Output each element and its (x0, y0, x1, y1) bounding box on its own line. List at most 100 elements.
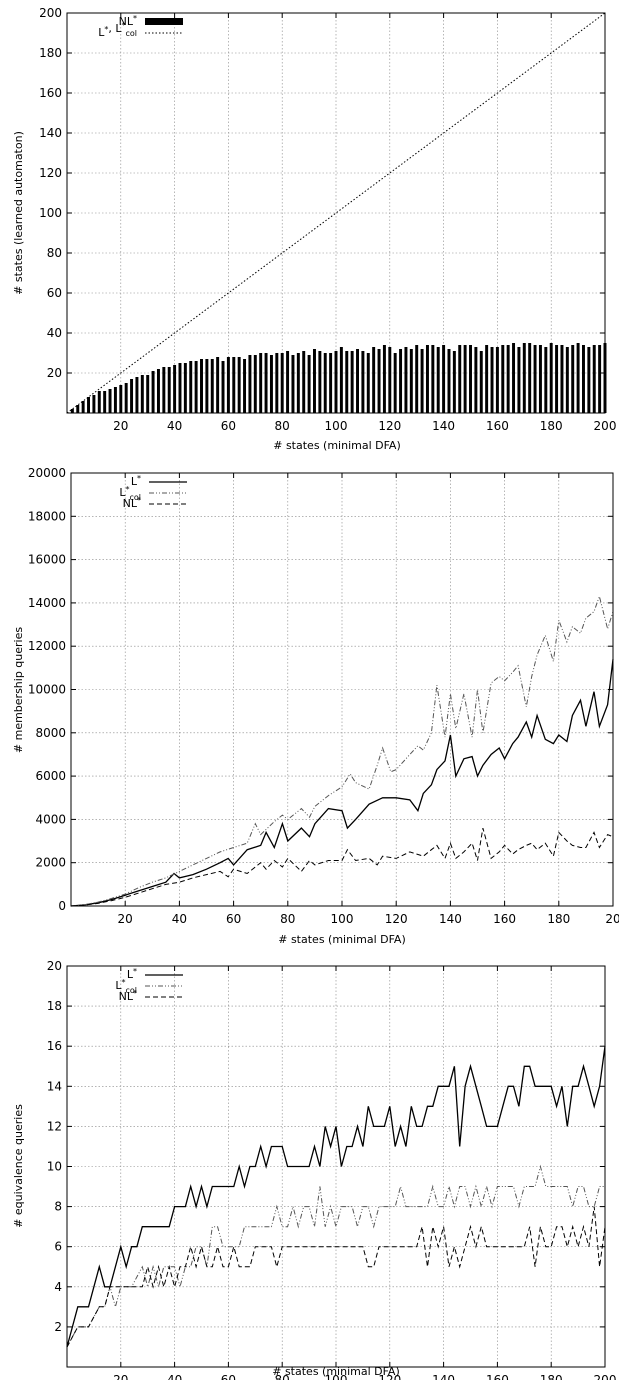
legend-label: L* (131, 474, 141, 488)
series-line-lstar (70, 659, 614, 907)
x-axis-label: # states (minimal DFA) (272, 1365, 400, 1378)
bar (151, 371, 155, 413)
y-tick-label: 40 (47, 326, 62, 340)
y-tick-label: 18000 (28, 509, 66, 523)
x-tick-label: 180 (540, 419, 563, 433)
y-axis-label: # equivalence queries (12, 1104, 25, 1228)
bar (560, 345, 564, 413)
x-axis-label: # states (minimal DFA) (273, 439, 401, 452)
bar (495, 347, 499, 413)
y-tick-label: 20000 (28, 466, 66, 480)
x-tick-label: 100 (325, 419, 348, 433)
x-tick-label: 40 (167, 1373, 182, 1380)
bar (70, 409, 74, 413)
bar (587, 347, 591, 413)
y-axis-label: # states (learned automaton) (12, 131, 25, 295)
bar (221, 361, 225, 413)
y-tick-label: 20 (47, 366, 62, 380)
bar (538, 345, 542, 413)
y-tick-label: 100 (39, 206, 62, 220)
bar (183, 363, 187, 413)
bar (490, 347, 494, 413)
bar (452, 351, 456, 413)
bar (307, 355, 311, 413)
bar (264, 353, 268, 413)
x-axis: 20 40 60 80 100 120 140 160 180 200 (113, 13, 616, 433)
bar (130, 379, 134, 413)
bar (474, 347, 478, 413)
legend-label: L*, L*col (98, 21, 137, 39)
x-tick-label: 160 (486, 1373, 509, 1380)
y-tick-label: 10000 (28, 683, 66, 697)
bar (135, 377, 139, 413)
y-tick-label: 160 (39, 86, 62, 100)
bar (469, 345, 472, 413)
y-tick-label: 8 (54, 1200, 62, 1214)
x-tick-label: 180 (547, 912, 570, 926)
bar (571, 345, 575, 413)
x-tick-label: 20 (113, 419, 128, 433)
bar (512, 343, 516, 413)
y-tick-label: 4000 (35, 812, 66, 826)
bar (226, 357, 230, 413)
bar-series (70, 343, 607, 413)
bar (323, 353, 327, 413)
x-tick-label: 200 (594, 419, 617, 433)
chart-panel-3: 20 40 60 80 100 120 140 160 180 200 2 4 6 8 10 12 14 16 18… (12, 959, 616, 1380)
y-tick-label: 2 (54, 1320, 62, 1334)
bar (555, 345, 559, 413)
bar (598, 345, 602, 413)
bar (415, 345, 419, 413)
bar (97, 391, 101, 413)
bar (178, 363, 182, 413)
y-tick-label: 12000 (28, 639, 66, 653)
bar (522, 343, 526, 413)
bar (549, 343, 553, 413)
bar (576, 343, 580, 413)
x-tick-label: 100 (331, 912, 354, 926)
y-tick-label: 16000 (28, 553, 66, 567)
series-line-lstar (66, 1046, 606, 1348)
x-tick-label: 60 (221, 1373, 236, 1380)
x-tick-label: 80 (275, 1373, 290, 1380)
bar (275, 353, 279, 413)
x-tick-label: 120 (378, 1373, 401, 1380)
bar (259, 353, 263, 413)
legend-label: L*col (115, 978, 137, 995)
bar (280, 353, 284, 413)
y-axis: 2 4 6 8 10 12 14 16 18 20 (47, 959, 605, 1334)
bar (194, 361, 198, 413)
x-tick-label: 60 (226, 912, 241, 926)
bar (237, 357, 241, 413)
legend-label: L* (127, 967, 137, 981)
series-line-nlstar (70, 827, 614, 907)
y-tick-label: 14 (47, 1079, 62, 1093)
bar (458, 345, 462, 413)
series-line-lstarcol (70, 594, 614, 907)
bar (146, 375, 150, 413)
bar (302, 351, 306, 413)
series-line-lstarcol (66, 1164, 605, 1348)
x-tick-label: 180 (540, 1373, 563, 1380)
bar (388, 347, 392, 413)
bar (313, 349, 316, 413)
bar (108, 389, 112, 413)
y-tick-label: 6 (54, 1240, 62, 1254)
bar (501, 345, 505, 413)
bar (533, 345, 537, 413)
y-tick-label: 180 (39, 46, 62, 60)
bar (87, 397, 90, 413)
x-tick-label: 40 (172, 912, 187, 926)
legend-label: NL* (119, 989, 137, 1003)
x-tick-label: 100 (325, 1373, 348, 1380)
x-tick-label: 80 (280, 912, 295, 926)
y-axis-label: # membership queries (12, 627, 25, 753)
bar (592, 345, 596, 413)
bar (173, 365, 177, 413)
bar (200, 359, 203, 413)
bar (409, 349, 413, 413)
bar (565, 347, 569, 413)
